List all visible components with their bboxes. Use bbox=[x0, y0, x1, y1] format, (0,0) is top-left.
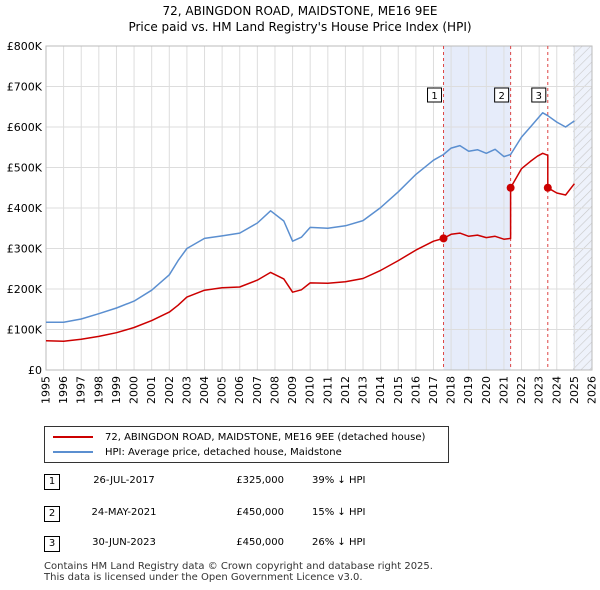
x-tick-label: 2012 bbox=[339, 376, 352, 404]
copyright-text: Contains HM Land Registry data © Crown c… bbox=[44, 561, 433, 572]
legend: 72, ABINGDON ROAD, MAIDSTONE, ME16 9EE (… bbox=[44, 426, 449, 463]
x-tick-label: 2023 bbox=[533, 376, 546, 404]
footer: Contains HM Land Registry data © Crown c… bbox=[44, 561, 433, 583]
x-tick-label: 2007 bbox=[251, 376, 264, 404]
x-tick-label: 2010 bbox=[304, 376, 317, 404]
sale-label-box bbox=[494, 87, 510, 103]
legend-swatch-hpi bbox=[53, 451, 93, 453]
x-tick-label: 2017 bbox=[427, 376, 440, 404]
sale-label-number: 3 bbox=[536, 91, 542, 102]
x-tick-label: 1998 bbox=[92, 376, 105, 404]
sale-date: 24-MAY-2021 bbox=[91, 507, 157, 518]
sale-date: 26-JUL-2017 bbox=[93, 475, 155, 486]
x-tick-label: 2025 bbox=[568, 376, 581, 404]
x-tick-label: 2026 bbox=[586, 376, 599, 404]
sale-marker-label: 2 bbox=[44, 506, 60, 522]
sale-label-number: 2 bbox=[498, 91, 504, 102]
x-tick-label: 2003 bbox=[180, 376, 193, 404]
x-tick-label: 2000 bbox=[128, 376, 141, 404]
y-tick-label: £300K bbox=[7, 243, 43, 256]
x-tick-label: 2005 bbox=[216, 376, 229, 404]
legend-item-property: 72, ABINGDON ROAD, MAIDSTONE, ME16 9EE (… bbox=[53, 430, 425, 444]
hpi-line bbox=[46, 112, 575, 323]
y-tick-label: £800K bbox=[7, 40, 43, 53]
x-tick-label: 2024 bbox=[550, 376, 563, 404]
y-tick-label: £200K bbox=[7, 283, 43, 296]
x-tick-label: 2022 bbox=[515, 376, 528, 404]
x-tick-label: 2009 bbox=[286, 376, 299, 404]
x-tick-label: 1995 bbox=[40, 376, 53, 404]
sale-marker-label: 3 bbox=[44, 536, 60, 552]
sale-date: 30-JUN-2023 bbox=[92, 537, 156, 548]
property-price-line bbox=[45, 152, 575, 342]
sale-label-box bbox=[531, 87, 547, 103]
y-tick-label: £0 bbox=[28, 364, 42, 377]
x-tick-label: 1999 bbox=[110, 376, 123, 404]
sale-point bbox=[543, 183, 552, 192]
x-tick-label: 2001 bbox=[145, 376, 158, 404]
sale-price: £450,000 bbox=[236, 537, 284, 548]
sale-row: 2 24-MAY-2021 £450,000 15% ↓ HPI bbox=[44, 506, 544, 522]
x-tick-label: 2013 bbox=[357, 376, 370, 404]
x-tick-label: 2014 bbox=[374, 376, 387, 404]
license-text: This data is licensed under the Open Gov… bbox=[44, 572, 363, 583]
legend-item-hpi: HPI: Average price, detached house, Maid… bbox=[53, 445, 342, 459]
sale-row: 1 26-JUL-2017 £325,000 39% ↓ HPI bbox=[44, 474, 544, 490]
y-tick-label: £400K bbox=[7, 202, 43, 215]
sale-row: 3 30-JUN-2023 £450,000 26% ↓ HPI bbox=[44, 536, 544, 552]
legend-swatch-property bbox=[53, 436, 93, 438]
x-tick-label: 2015 bbox=[392, 376, 405, 404]
price-chart: £0 £100K £200K £300K £400K £500K £600K £700K £80… bbox=[7, 40, 599, 404]
sale-hpi-diff: 26% ↓ HPI bbox=[312, 537, 366, 548]
x-tick-label: 1997 bbox=[75, 376, 88, 404]
plot-frame bbox=[45, 45, 593, 371]
sale-label-number: 1 bbox=[431, 91, 437, 102]
y-tick-label: £600K bbox=[7, 121, 43, 134]
x-tick-label: 2021 bbox=[497, 376, 510, 404]
sale-price: £325,000 bbox=[236, 475, 284, 486]
x-tick-label: 2004 bbox=[198, 376, 211, 404]
sale-hpi-diff: 15% ↓ HPI bbox=[312, 507, 366, 518]
sale-hpi-diff: 39% ↓ HPI bbox=[312, 475, 366, 486]
sale-label-box bbox=[427, 87, 443, 103]
chart-title: 72, ABINGDON ROAD, MAIDSTONE, ME16 9EE bbox=[162, 4, 438, 18]
y-tick-label: £500K bbox=[7, 162, 43, 175]
legend-label-property: 72, ABINGDON ROAD, MAIDSTONE, ME16 9EE (… bbox=[105, 431, 426, 443]
sale-point bbox=[439, 234, 448, 243]
x-tick-label: 2020 bbox=[480, 376, 493, 404]
chart-subtitle: Price paid vs. HM Land Registry's House … bbox=[128, 20, 472, 34]
x-tick-label: 2006 bbox=[233, 376, 246, 404]
x-tick-label: 2018 bbox=[445, 376, 458, 404]
y-tick-label: £700K bbox=[7, 81, 43, 94]
y-tick-label: £100K bbox=[7, 324, 43, 337]
x-tick-label: 2016 bbox=[409, 376, 422, 404]
sale-point bbox=[506, 183, 515, 192]
x-tick-label: 2002 bbox=[163, 376, 176, 404]
x-tick-label: 2019 bbox=[462, 376, 475, 404]
x-tick-label: 2008 bbox=[268, 376, 281, 404]
legend-label-hpi: HPI: Average price, detached house, Maid… bbox=[105, 446, 342, 458]
x-tick-label: 2011 bbox=[321, 376, 334, 404]
sale-marker-label: 1 bbox=[44, 474, 60, 490]
x-tick-label: 1996 bbox=[57, 376, 70, 404]
sale-price: £450,000 bbox=[236, 507, 284, 518]
